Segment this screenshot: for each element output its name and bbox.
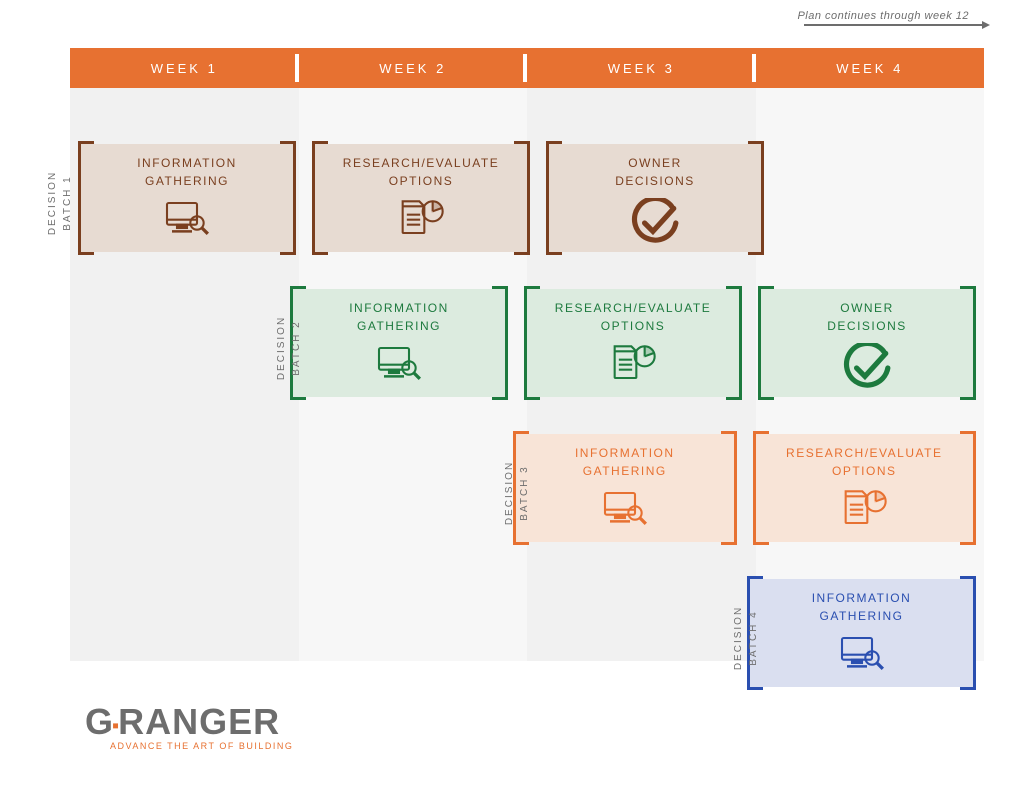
- research-icon: [608, 343, 658, 383]
- week-header-1: WEEK 1: [70, 48, 299, 88]
- info-icon: [837, 633, 887, 673]
- logo-accent: ▪: [112, 715, 120, 738]
- gantt-chart: INFORMATION GATHERING RESEARCH/EVALUATE …: [70, 88, 984, 661]
- batch-label-4: DECISION BATCH 4: [731, 583, 761, 693]
- phase-cell-owner: OWNER DECISIONS: [758, 289, 976, 397]
- batch-label-3: DECISION BATCH 3: [502, 438, 532, 548]
- phase-cell-info: INFORMATION GATHERING: [513, 434, 737, 542]
- owner-icon: [842, 343, 892, 383]
- phase-cell-info: INFORMATION GATHERING: [290, 289, 508, 397]
- info-icon: [600, 488, 650, 528]
- phase-title: RESEARCH/EVALUATE OPTIONS: [555, 299, 711, 335]
- batch-row-1: INFORMATION GATHERING RESEARCH/EVALUATE …: [70, 138, 984, 258]
- phase-title: OWNER DECISIONS: [827, 299, 907, 335]
- info-icon: [162, 198, 212, 238]
- continues-arrow: [804, 24, 984, 26]
- phase-cell-owner: OWNER DECISIONS: [546, 144, 764, 252]
- logo-tagline: ADVANCE THE ART OF BUILDING: [85, 741, 293, 751]
- phase-title: INFORMATION GATHERING: [137, 154, 237, 190]
- phase-cell-research: RESEARCH/EVALUATE OPTIONS: [312, 144, 530, 252]
- week-header-3: WEEK 3: [527, 48, 756, 88]
- research-icon: [839, 488, 889, 528]
- batch-row-2: INFORMATION GATHERING RESEARCH/EVALUATE …: [70, 283, 984, 403]
- plan-continues-note: Plan continues through week 12: [797, 10, 969, 22]
- phase-title: INFORMATION GATHERING: [349, 299, 449, 335]
- phase-title: INFORMATION GATHERING: [575, 444, 675, 480]
- phase-cell-info: INFORMATION GATHERING: [78, 144, 296, 252]
- phase-title: RESEARCH/EVALUATE OPTIONS: [786, 444, 942, 480]
- granger-logo: G▪RANGER ADVANCE THE ART OF BUILDING: [85, 701, 293, 751]
- owner-icon: [630, 198, 680, 238]
- info-icon: [374, 343, 424, 383]
- research-icon: [396, 198, 446, 238]
- phase-cell-research: RESEARCH/EVALUATE OPTIONS: [524, 289, 742, 397]
- phase-title: INFORMATION GATHERING: [812, 589, 912, 625]
- logo-text: G▪RANGER: [85, 701, 293, 743]
- phase-cell-info: INFORMATION GATHERING: [747, 579, 976, 687]
- batch-label-1: DECISION BATCH 1: [45, 148, 75, 258]
- phase-cell-research: RESEARCH/EVALUATE OPTIONS: [753, 434, 977, 542]
- week-header: WEEK 1WEEK 2WEEK 3WEEK 4: [70, 48, 984, 88]
- phase-title: OWNER DECISIONS: [615, 154, 695, 190]
- week-header-2: WEEK 2: [299, 48, 528, 88]
- batch-label-2: DECISION BATCH 2: [274, 293, 304, 403]
- week-header-4: WEEK 4: [756, 48, 985, 88]
- batch-row-4: INFORMATION GATHERING: [70, 573, 984, 693]
- phase-title: RESEARCH/EVALUATE OPTIONS: [343, 154, 499, 190]
